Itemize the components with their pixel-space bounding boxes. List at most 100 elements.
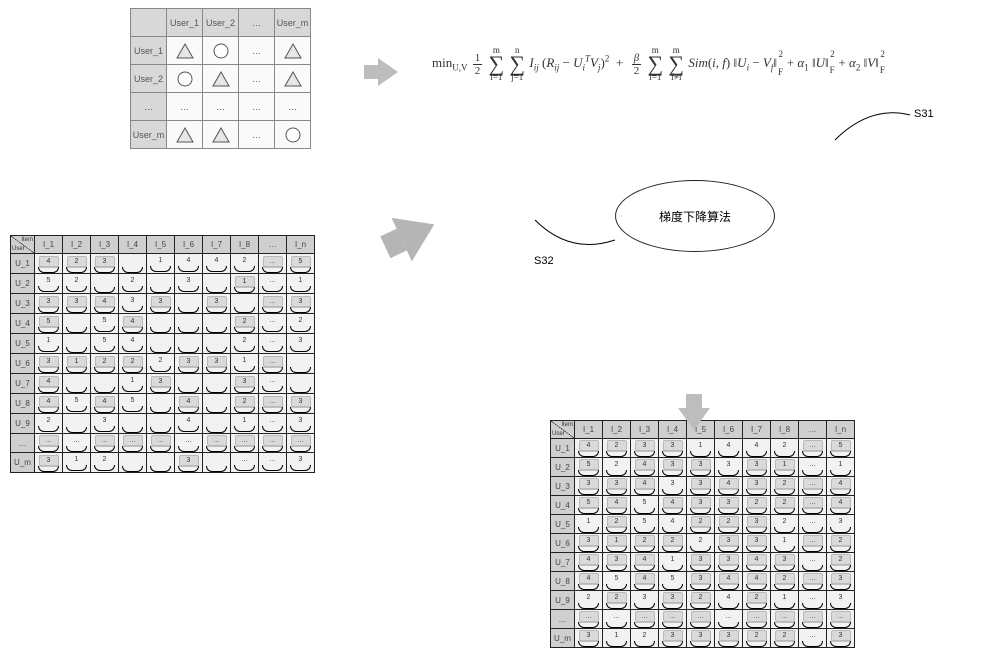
input-rating-table: ItemUserI_1I_2I_3I_4I_5I_6I_7I_8…I_nU_14… <box>10 235 315 473</box>
data-cell: 3 <box>715 629 743 648</box>
data-cell: 3 <box>687 572 715 591</box>
data-cell: … <box>575 610 603 629</box>
data-cell: 3 <box>715 534 743 553</box>
data-cell <box>91 274 119 294</box>
col-header: I_5 <box>147 236 175 254</box>
col-header: I_8 <box>231 236 259 254</box>
data-cell: 2 <box>91 354 119 374</box>
data-cell: 5 <box>827 439 855 458</box>
data-cell: 5 <box>659 572 687 591</box>
data-cell <box>203 394 231 414</box>
label-s32: S32 <box>534 255 554 267</box>
row-header: U_m <box>11 453 35 473</box>
data-cell: 2 <box>827 553 855 572</box>
data-cell: 2 <box>119 354 147 374</box>
data-cell: 4 <box>631 572 659 591</box>
col-header: … <box>259 236 287 254</box>
data-cell: 3 <box>687 477 715 496</box>
data-cell: 2 <box>771 439 799 458</box>
data-cell: … <box>603 610 631 629</box>
data-cell: 2 <box>231 394 259 414</box>
data-cell: … <box>175 434 203 453</box>
data-cell: … <box>799 496 827 515</box>
data-cell: … <box>771 610 799 629</box>
data-cell: 2 <box>63 274 91 294</box>
data-cell: … <box>799 572 827 591</box>
data-cell: 1 <box>659 553 687 572</box>
data-cell: 4 <box>35 374 63 394</box>
data-cell: 3 <box>175 274 203 294</box>
data-cell: 2 <box>603 515 631 534</box>
data-cell: 4 <box>743 553 771 572</box>
data-cell: 2 <box>287 314 315 334</box>
data-cell: 1 <box>231 274 259 294</box>
data-cell: … <box>231 434 259 453</box>
data-cell: … <box>743 610 771 629</box>
data-cell: 3 <box>287 394 315 414</box>
data-cell: 1 <box>603 534 631 553</box>
data-cell <box>231 294 259 314</box>
data-cell: 2 <box>603 458 631 477</box>
row-header: … <box>11 434 35 453</box>
data-cell: 1 <box>147 254 175 274</box>
data-cell: 3 <box>603 553 631 572</box>
sim-table: User_1 User_2 … User_m User_1…User_2…………… <box>130 8 311 149</box>
data-cell: … <box>799 629 827 648</box>
sim-cell <box>167 65 203 93</box>
data-cell <box>147 314 175 334</box>
data-cell: 4 <box>659 515 687 534</box>
data-cell <box>203 334 231 354</box>
data-cell: 3 <box>575 534 603 553</box>
data-cell: 3 <box>827 629 855 648</box>
sim-col-h: User_m <box>275 9 311 37</box>
row-header: … <box>551 610 575 629</box>
data-cell: … <box>63 434 91 453</box>
row-header: U_1 <box>551 439 575 458</box>
data-cell: … <box>259 374 287 394</box>
data-cell: 4 <box>715 591 743 610</box>
data-cell: … <box>119 434 147 453</box>
sim-col-h: … <box>239 9 275 37</box>
row-header: U_8 <box>551 572 575 591</box>
data-cell: 5 <box>287 254 315 274</box>
sim-cell <box>275 37 311 65</box>
row-header: U_3 <box>551 477 575 496</box>
data-cell: 3 <box>771 553 799 572</box>
data-cell: 2 <box>687 591 715 610</box>
row-header: U_5 <box>551 515 575 534</box>
data-cell: 3 <box>827 572 855 591</box>
sim-cell: … <box>239 65 275 93</box>
data-cell: 4 <box>91 294 119 314</box>
data-cell: 3 <box>287 294 315 314</box>
data-cell: … <box>631 610 659 629</box>
data-cell: 2 <box>687 534 715 553</box>
sim-cell: … <box>167 93 203 121</box>
data-cell: 4 <box>35 254 63 274</box>
data-cell: 4 <box>575 553 603 572</box>
data-cell <box>119 453 147 473</box>
col-header: I_1 <box>35 236 63 254</box>
data-cell: … <box>35 434 63 453</box>
sim-cell <box>275 65 311 93</box>
data-cell: 1 <box>287 274 315 294</box>
data-cell: 5 <box>603 572 631 591</box>
col-header: I_n <box>827 421 855 439</box>
data-cell: 3 <box>631 439 659 458</box>
data-cell: 2 <box>771 572 799 591</box>
data-cell: 3 <box>743 477 771 496</box>
data-cell: 3 <box>603 477 631 496</box>
data-cell <box>91 374 119 394</box>
data-cell <box>119 414 147 434</box>
objective-formula: minU,V 12 m∑i=1 n∑j=1 Iij (Rij − UiTVj)2… <box>432 46 879 82</box>
data-cell: 1 <box>603 629 631 648</box>
row-header: U_9 <box>551 591 575 610</box>
data-cell: 4 <box>631 553 659 572</box>
row-header: U_9 <box>11 414 35 434</box>
data-cell: 3 <box>575 477 603 496</box>
data-cell: 3 <box>743 515 771 534</box>
data-cell: 2 <box>771 477 799 496</box>
col-header: I_6 <box>715 421 743 439</box>
data-cell: 3 <box>743 534 771 553</box>
data-cell: 3 <box>63 294 91 314</box>
sim-cell: … <box>239 121 275 149</box>
